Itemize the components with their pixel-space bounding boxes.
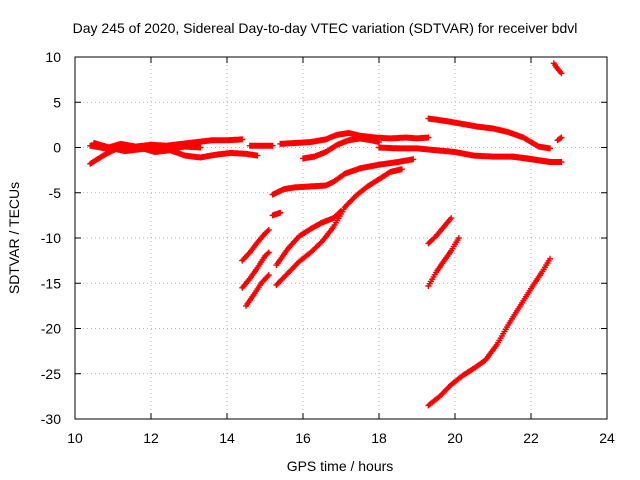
- series-track-16: [509, 153, 553, 165]
- series-track-04: [246, 142, 276, 149]
- y-axis-label: SDTVAR / TECUs: [6, 182, 22, 294]
- series-track-20: [425, 235, 462, 289]
- y-tick-label: -5: [49, 185, 62, 201]
- x-tick-labels: 10 12 14 16 18 20 22 24: [67, 430, 615, 446]
- data-point-markers: [239, 249, 272, 291]
- data-point-markers: [554, 134, 565, 144]
- chart-title: Day 245 of 2020, Sidereal Day-to-day VTE…: [73, 20, 578, 36]
- axis-ticks: [74, 56, 608, 420]
- x-tick-label: 16: [295, 430, 311, 446]
- y-tick-label: -10: [41, 230, 61, 246]
- y-tick-label: 10: [45, 49, 61, 65]
- y-tick-label: 0: [53, 140, 61, 156]
- x-tick-label: 20: [447, 430, 463, 446]
- series-track-07: [269, 156, 417, 198]
- series-track-17: [554, 134, 565, 144]
- series-track-09: [239, 226, 272, 264]
- x-axis-label: GPS time / hours: [287, 458, 394, 474]
- x-tick-label: 24: [599, 430, 615, 446]
- data-point-markers: [273, 166, 405, 289]
- x-tick-label: 12: [143, 430, 159, 446]
- x-tick-label: 10: [67, 430, 83, 446]
- data-point-markers: [239, 226, 272, 264]
- data-point-markers: [550, 60, 565, 77]
- data-point-markers: [269, 156, 417, 198]
- series-track-08: [269, 209, 284, 219]
- y-tick-label: -25: [41, 366, 61, 382]
- data-point-markers: [273, 207, 344, 269]
- series-track-15: [425, 115, 553, 152]
- data-point-markers: [91, 140, 204, 155]
- series-track-13: [273, 166, 405, 289]
- data-point-markers: [425, 235, 462, 289]
- series-track-10: [239, 249, 272, 291]
- series-track-03: [91, 140, 204, 155]
- data-point-markers: [243, 272, 272, 309]
- data-point-markers: [509, 153, 553, 165]
- y-tick-label: 5: [53, 94, 61, 110]
- x-tick-label: 18: [371, 430, 387, 446]
- x-tick-label: 14: [219, 430, 235, 446]
- x-tick-label: 22: [523, 430, 539, 446]
- data-point-markers: [425, 215, 455, 247]
- y-tick-label: -15: [41, 275, 61, 291]
- series-track-21: [425, 255, 553, 409]
- data-point-markers: [246, 142, 276, 149]
- y-tick-label: -30: [41, 411, 61, 427]
- y-tick-labels: -30 -25 -20 -15 -10 -5 0 5 10: [41, 49, 61, 427]
- data-point-markers: [300, 135, 382, 162]
- data-point-markers: [425, 255, 553, 409]
- series-track-18: [550, 60, 565, 77]
- series-track-12: [273, 207, 344, 269]
- series-track-06: [300, 135, 382, 162]
- data-point-markers: [269, 209, 284, 219]
- series-track-19: [425, 215, 455, 247]
- data-point-markers: [425, 115, 553, 152]
- data-series: [87, 60, 565, 409]
- y-tick-label: -20: [41, 321, 61, 337]
- series-track-11: [243, 272, 272, 309]
